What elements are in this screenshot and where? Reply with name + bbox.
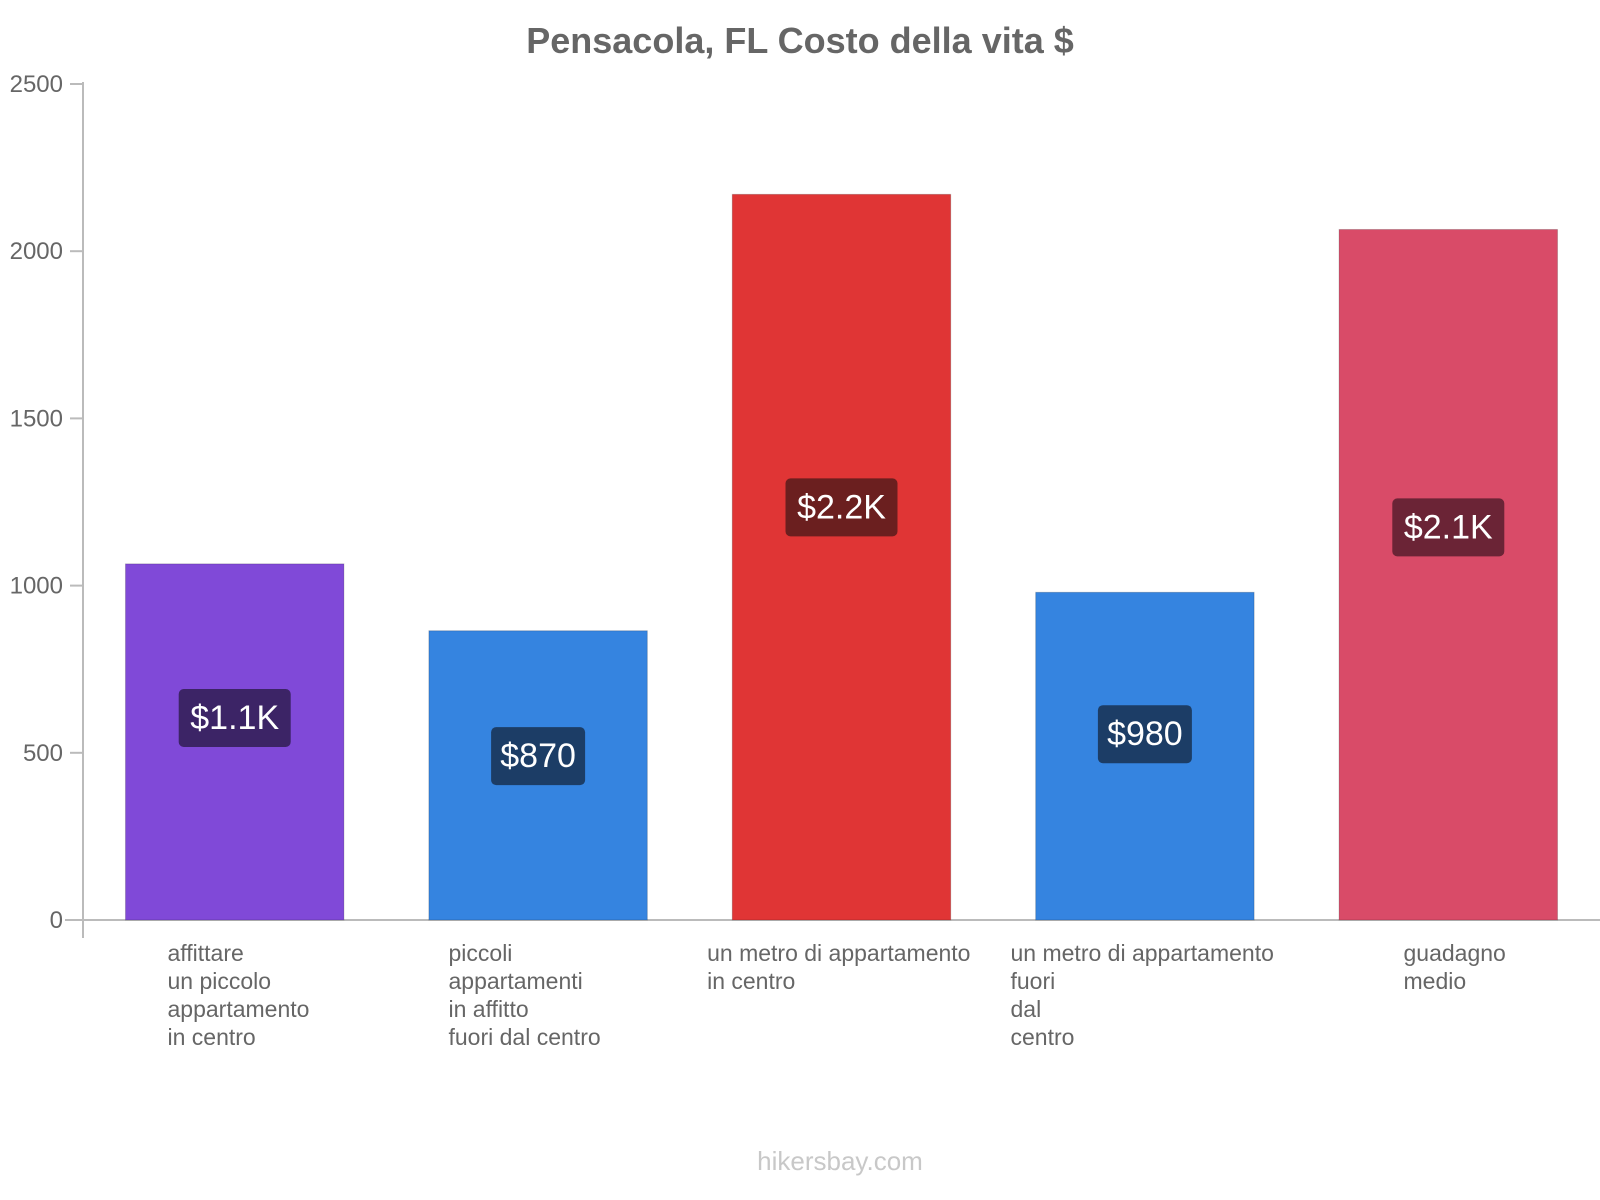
value-label-background xyxy=(1392,498,1505,557)
y-tick-label: 1500 xyxy=(10,405,63,432)
category-label-line: centro xyxy=(1011,1024,1075,1050)
category-label-line: appartamento xyxy=(168,996,310,1022)
category-label: un metro di appartamento fuori dal centro xyxy=(1011,940,1274,1050)
value-label: $870 xyxy=(500,737,576,775)
value-label-background xyxy=(178,689,291,748)
value-label-background xyxy=(491,727,586,786)
category-label-line: un metro di appartamento xyxy=(707,940,970,966)
y-tick-label: 2500 xyxy=(10,71,63,98)
bar xyxy=(731,193,952,921)
y-tick-labels: 0 500 1000 1500 2000 2500 xyxy=(10,71,83,934)
y-tick-label: 500 xyxy=(23,740,63,767)
value-labels: $1.1K $870 $2.2K $980 $2.1K xyxy=(178,478,1505,786)
value-label-background xyxy=(1097,705,1192,764)
category-label-line: in centro xyxy=(168,1024,256,1050)
bars xyxy=(124,193,1559,921)
category-label-line: un metro di appartamento xyxy=(1011,940,1274,966)
category-label: affittare un piccolo appartamento in centro xyxy=(168,940,310,1050)
category-label-line: guadagno xyxy=(1404,940,1506,966)
value-label-background xyxy=(785,478,898,537)
chart-title: Pensacola, FL Costo della vita $ xyxy=(526,20,1074,61)
y-tick-label: 0 xyxy=(50,907,63,934)
value-label: $980 xyxy=(1107,715,1183,753)
category-label-line: medio xyxy=(1404,968,1467,994)
category-labels: affittare un piccolo appartamento in centro… xyxy=(168,940,1506,1050)
y-tick-label: 1000 xyxy=(10,573,63,600)
category-label-line: un piccolo xyxy=(168,968,272,994)
value-label: $2.1K xyxy=(1404,508,1493,546)
value-label: $2.2K xyxy=(797,488,886,526)
category-label-line: in affitto xyxy=(449,996,529,1022)
category-label-line: affittare xyxy=(168,940,244,966)
value-label: $1.1K xyxy=(190,699,279,737)
category-label-line: appartamenti xyxy=(449,968,583,994)
bar xyxy=(1338,228,1559,921)
category-label: piccoli appartamenti in affitto fuori dal c… xyxy=(449,940,601,1050)
category-label-line: fuori dal centro xyxy=(449,1024,601,1050)
category-label-line: piccoli xyxy=(449,940,513,966)
category-label-line: dal xyxy=(1011,996,1042,1022)
y-tick-label: 2000 xyxy=(10,238,63,265)
category-label-line: in centro xyxy=(707,968,795,994)
category-label: guadagno medio xyxy=(1404,940,1506,994)
category-label-line: fuori xyxy=(1011,968,1056,994)
category-label: un metro di appartamento in centro xyxy=(707,940,970,994)
watermark: hikersbay.com xyxy=(757,1146,923,1176)
